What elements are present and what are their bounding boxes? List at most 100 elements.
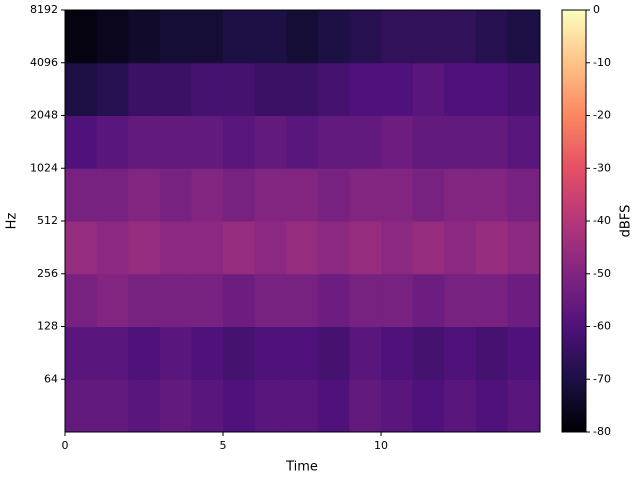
spectrogram-cell [286,115,319,169]
spectrogram-cell [223,62,256,116]
spectrogram-cell [223,273,256,327]
y-tick-label: 512 [37,214,58,227]
spectrogram-cell [317,10,350,64]
colorbar-tick-label: -80 [593,425,611,438]
spectrogram-cell [444,379,477,433]
spectrogram-cell [286,10,319,64]
spectrogram-cell [317,62,350,116]
spectrogram-cell [254,273,287,327]
spectrogram-cell [286,273,319,327]
spectrogram-cell [254,10,287,64]
spectrogram-cell [128,115,161,169]
spectrogram-cell [475,62,508,116]
spectrogram-cell [254,115,287,169]
spectrogram-cell [349,326,382,380]
colorbar-tick-label: -10 [593,56,611,69]
spectrogram-cell [381,326,414,380]
spectrogram-cell [317,115,350,169]
spectrogram-cell [223,379,256,433]
x-tick-label: 0 [62,439,69,452]
spectrogram-cell [223,10,256,64]
spectrogram-cell [349,10,382,64]
spectrogram-cell [96,221,129,275]
y-tick-label: 256 [37,267,58,280]
spectrogram-cell [191,221,224,275]
spectrogram-cell [381,115,414,169]
spectrogram-cell [191,115,224,169]
x-tick-label: 10 [374,439,388,452]
spectrogram-cell [412,168,445,222]
spectrogram-cell [191,10,224,64]
spectrogram-cell [159,62,192,116]
spectrogram-cell [159,379,192,433]
spectrogram-cell [159,168,192,222]
spectrogram-cell [65,273,98,327]
spectrogram-cell [223,326,256,380]
spectrogram-cell [349,221,382,275]
spectrogram-cell [412,379,445,433]
spectrogram-cell [191,62,224,116]
y-tick-label: 2048 [30,109,58,122]
spectrogram-cell [223,221,256,275]
spectrogram-cell [317,326,350,380]
spectrogram-cell [286,168,319,222]
spectrogram-cell [191,326,224,380]
spectrogram-cell [412,273,445,327]
spectrogram-cell [254,168,287,222]
spectrogram-cell [65,10,98,64]
colorbar-tick-label: -60 [593,320,611,333]
spectrogram-cell [349,62,382,116]
spectrogram-cell [444,221,477,275]
spectrogram-cell [444,326,477,380]
spectrogram-cell [96,10,129,64]
spectrogram-cell [475,10,508,64]
spectrogram-cell [381,273,414,327]
colorbar-tick-label: 0 [593,3,600,16]
spectrogram-cell [412,221,445,275]
spectrogram-cell [286,221,319,275]
spectrogram-cell [507,326,540,380]
spectrogram-cell [412,326,445,380]
spectrogram-cell [475,326,508,380]
spectrogram-cell [317,168,350,222]
spectrogram-cell [128,326,161,380]
colorbar-tick-label: -40 [593,214,611,227]
x-axis-label: Time [285,460,318,475]
spectrogram-cell [381,62,414,116]
spectrogram-cell [128,379,161,433]
spectrogram-cell [444,62,477,116]
spectrogram-cell [475,221,508,275]
spectrogram-cell [254,62,287,116]
spectrogram-cell [96,168,129,222]
colorbar [561,9,587,433]
colorbar-tick-label: -70 [593,372,611,385]
spectrogram-cell [475,273,508,327]
spectrogram-cell [159,115,192,169]
spectrogram-cell [96,326,129,380]
spectrogram-cell [223,168,256,222]
colorbar-tick-label: -30 [593,161,611,174]
spectrogram-cell [444,115,477,169]
spectrogram-cell [286,379,319,433]
spectrogram-cell [96,273,129,327]
spectrogram-cell [349,115,382,169]
spectrogram-cell [96,115,129,169]
spectrogram-cell [159,273,192,327]
spectrogram-cell [191,168,224,222]
y-tick-label: 8192 [30,3,58,16]
spectrogram-cell [65,221,98,275]
spectrogram-cell [191,273,224,327]
spectrogram-cell [159,326,192,380]
spectrogram-cell [507,62,540,116]
spectrogram-cell [317,379,350,433]
y-tick-label: 128 [37,320,58,333]
spectrogram-cell [507,273,540,327]
spectrogram-cell [96,62,129,116]
spectrogram-cell [507,10,540,64]
spectrogram-cell [65,326,98,380]
spectrogram-cell [65,379,98,433]
spectrogram-cell [444,10,477,64]
spectrogram-cell [128,168,161,222]
spectrogram-cell [159,10,192,64]
